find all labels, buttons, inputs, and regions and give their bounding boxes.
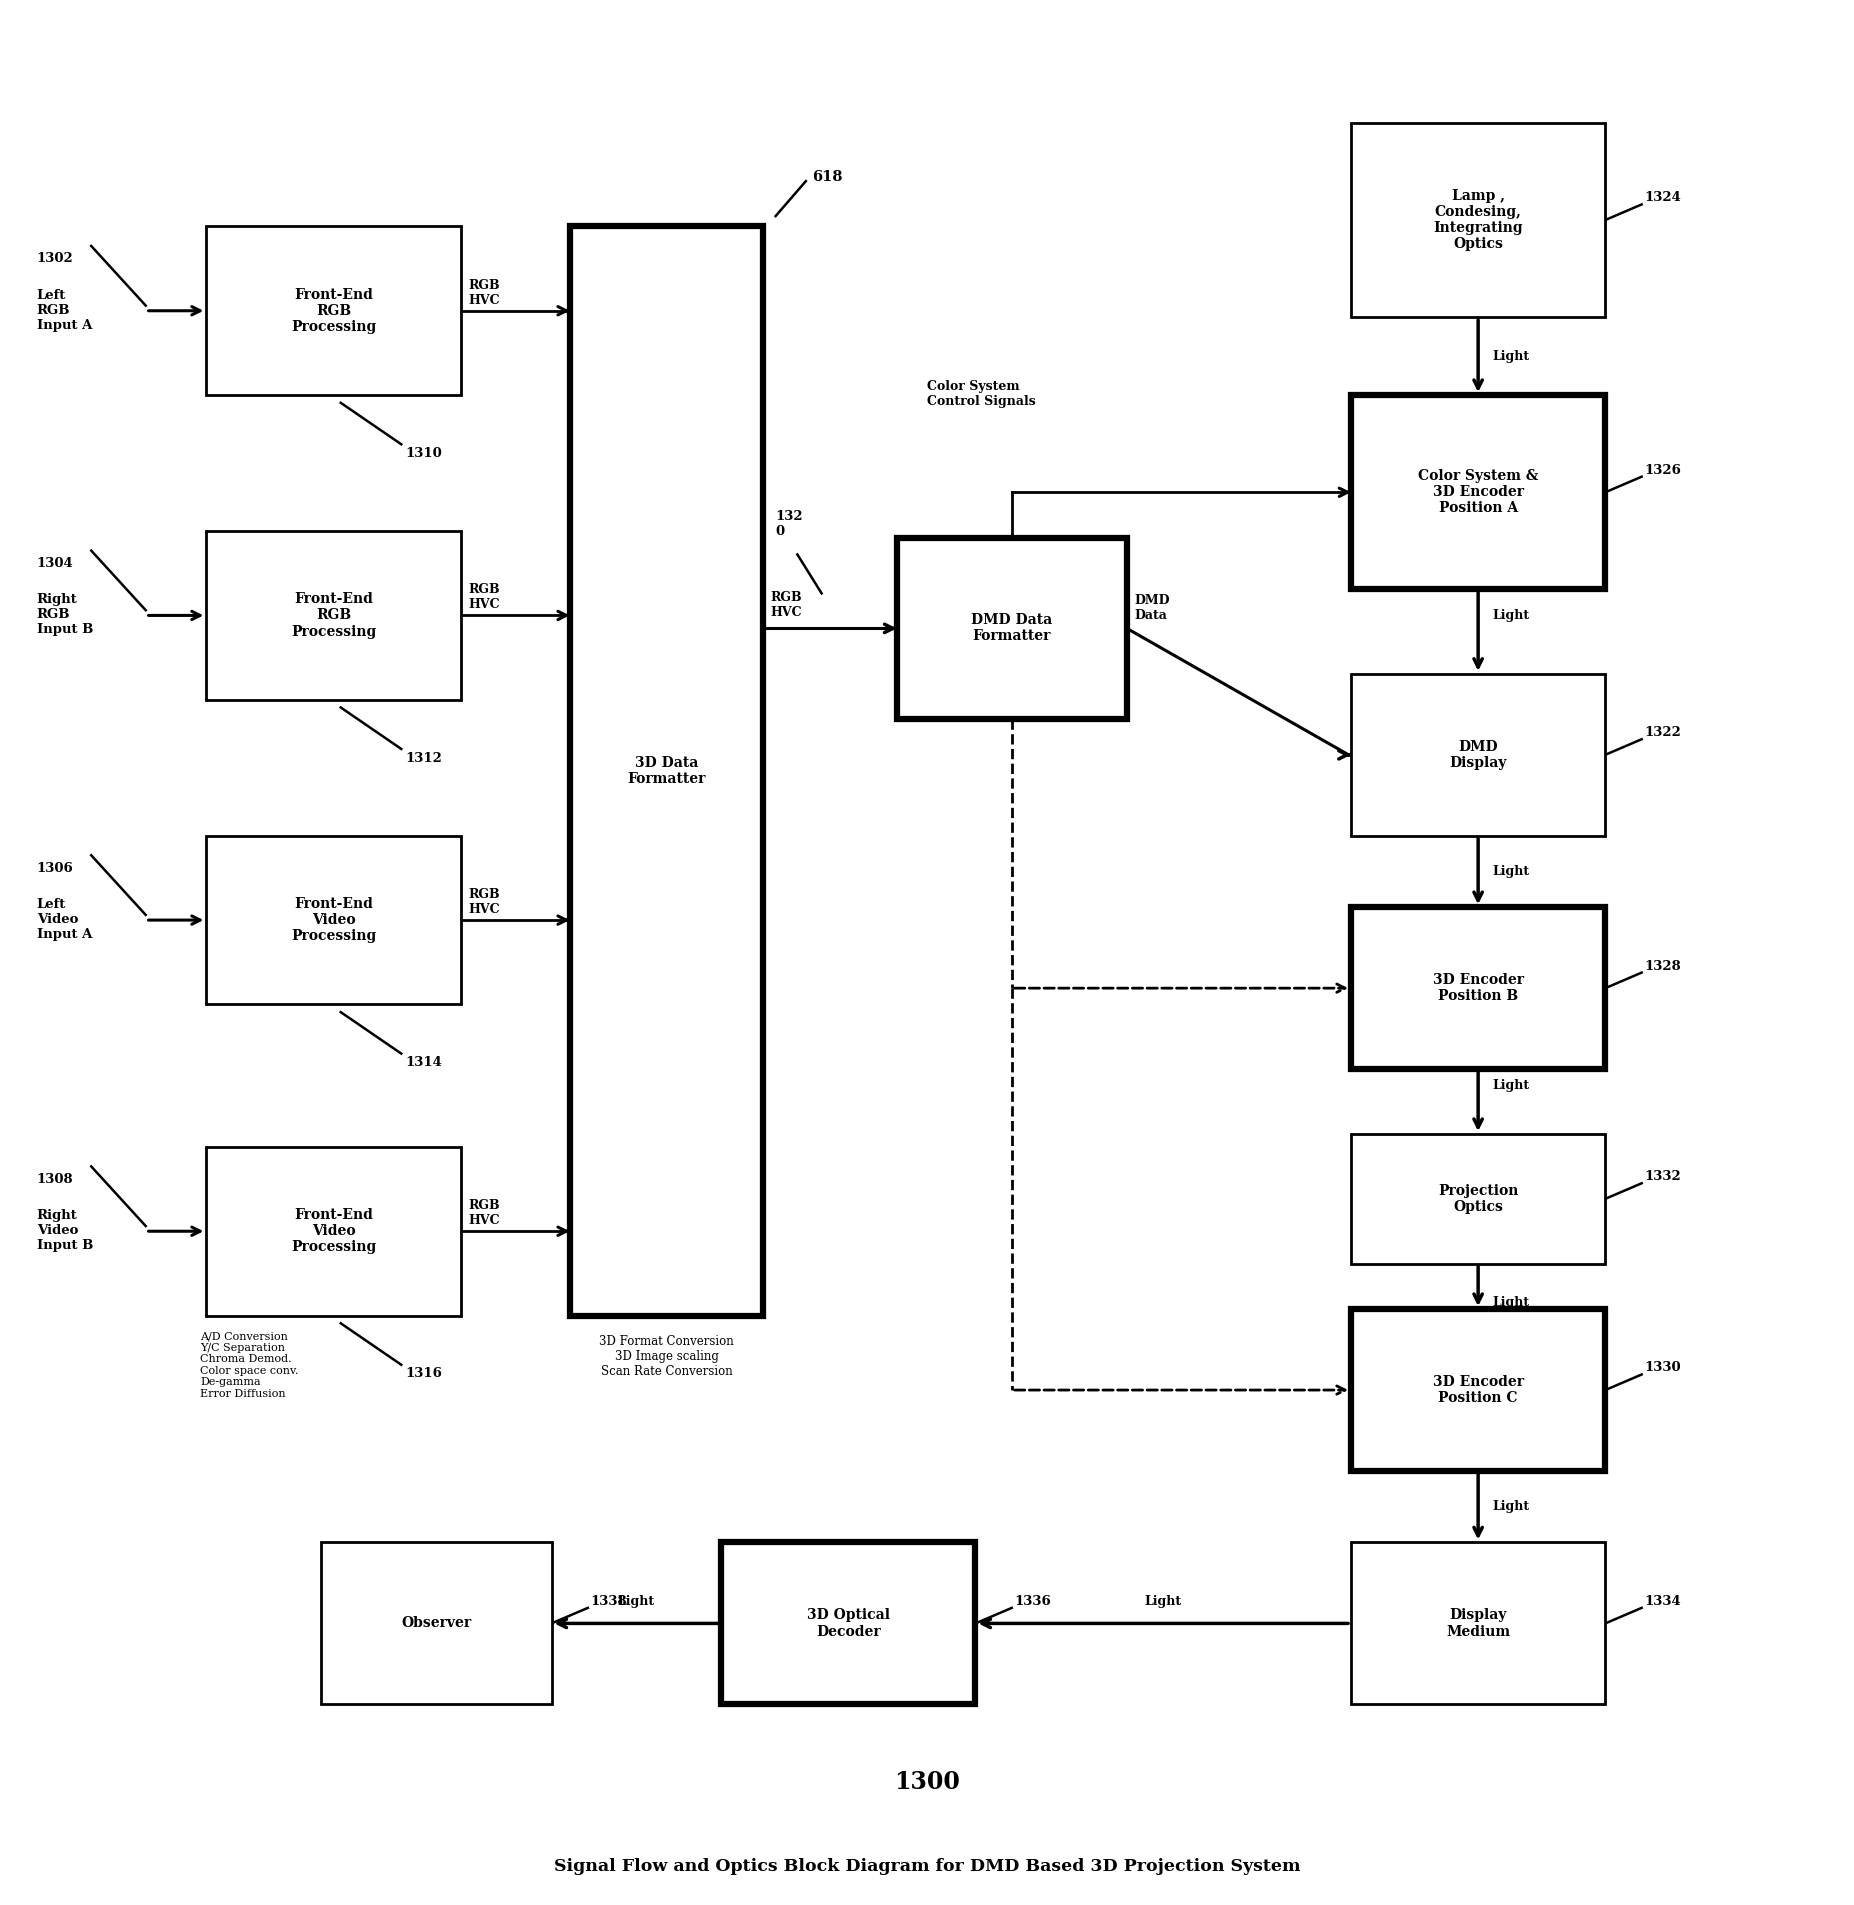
Text: 1324: 1324 (1644, 190, 1682, 204)
Text: Light: Light (1492, 1501, 1530, 1513)
Text: 3D Format Conversion
3D Image scaling
Scan Rate Conversion: 3D Format Conversion 3D Image scaling Sc… (599, 1335, 734, 1377)
Text: Light: Light (1492, 865, 1530, 878)
FancyBboxPatch shape (1352, 907, 1606, 1069)
Text: 1332: 1332 (1644, 1170, 1682, 1183)
Text: 132
0: 132 0 (775, 511, 803, 537)
Text: 1306: 1306 (37, 861, 74, 874)
Text: Front-End
Video
Processing: Front-End Video Processing (291, 897, 376, 943)
Text: Front-End
RGB
Processing: Front-End RGB Processing (291, 592, 376, 638)
FancyBboxPatch shape (1352, 674, 1606, 836)
FancyBboxPatch shape (1352, 1309, 1606, 1471)
Text: Lamp ,
Condesing,
Integrating
Optics: Lamp , Condesing, Integrating Optics (1433, 189, 1522, 251)
FancyBboxPatch shape (1352, 394, 1606, 589)
FancyBboxPatch shape (206, 836, 460, 1004)
Text: 1308: 1308 (37, 1173, 74, 1187)
Text: Right
Video
Input B: Right Video Input B (37, 1210, 93, 1252)
Text: Light: Light (1492, 1295, 1530, 1309)
FancyBboxPatch shape (206, 531, 460, 699)
Text: 1300: 1300 (894, 1770, 960, 1795)
Text: Front-End
RGB
Processing: Front-End RGB Processing (291, 288, 376, 333)
Text: Light: Light (1492, 1078, 1530, 1092)
FancyBboxPatch shape (569, 227, 764, 1316)
Text: Display
Medium: Display Medium (1446, 1608, 1511, 1638)
Text: Right
RGB
Input B: Right RGB Input B (37, 592, 93, 636)
Text: RGB
HVC: RGB HVC (467, 888, 499, 916)
Text: Front-End
Video
Processing: Front-End Video Processing (291, 1208, 376, 1253)
Text: Observer: Observer (400, 1617, 471, 1631)
FancyBboxPatch shape (1352, 122, 1606, 318)
Text: 1304: 1304 (37, 556, 74, 570)
Text: 3D Encoder
Position B: 3D Encoder Position B (1433, 973, 1524, 1004)
Text: 1338: 1338 (590, 1594, 627, 1608)
Text: 1336: 1336 (1014, 1594, 1051, 1608)
Text: 3D Optical
Decoder: 3D Optical Decoder (806, 1608, 890, 1638)
Text: 1326: 1326 (1644, 463, 1682, 476)
Text: Left
Video
Input A: Left Video Input A (37, 897, 93, 941)
FancyBboxPatch shape (721, 1543, 975, 1705)
Text: RGB
HVC: RGB HVC (771, 591, 803, 619)
FancyBboxPatch shape (321, 1543, 551, 1705)
Text: DMD
Display: DMD Display (1450, 739, 1507, 770)
Text: 1302: 1302 (37, 251, 74, 265)
FancyBboxPatch shape (1352, 1543, 1606, 1705)
Text: RGB
HVC: RGB HVC (467, 583, 499, 612)
Text: Projection
Optics: Projection Optics (1439, 1183, 1518, 1213)
Text: 618: 618 (812, 170, 842, 183)
Text: 3D Encoder
Position C: 3D Encoder Position C (1433, 1375, 1524, 1406)
Text: Light: Light (1492, 610, 1530, 621)
FancyBboxPatch shape (206, 1147, 460, 1316)
Text: RGB
HVC: RGB HVC (467, 1198, 499, 1227)
Text: Light: Light (617, 1594, 654, 1608)
Text: DMD Data
Formatter: DMD Data Formatter (971, 613, 1053, 644)
Text: 1330: 1330 (1644, 1362, 1682, 1375)
Text: A/D Conversion
Y/C Separation
Chroma Demod.
Color space conv.
De-gamma
Error Dif: A/D Conversion Y/C Separation Chroma Dem… (200, 1332, 298, 1398)
Text: RGB
HVC: RGB HVC (467, 278, 499, 307)
Text: 1312: 1312 (404, 752, 441, 764)
Text: 1310: 1310 (404, 448, 441, 459)
Text: 1322: 1322 (1644, 726, 1682, 739)
Text: 1314: 1314 (404, 1055, 441, 1069)
Text: Color System &
3D Encoder
Position A: Color System & 3D Encoder Position A (1418, 469, 1539, 516)
Text: 1334: 1334 (1644, 1594, 1682, 1608)
FancyBboxPatch shape (206, 227, 460, 394)
Text: Left
RGB
Input A: Left RGB Input A (37, 290, 93, 331)
Text: DMD
Data: DMD Data (1135, 594, 1170, 621)
FancyBboxPatch shape (897, 537, 1127, 718)
FancyBboxPatch shape (1352, 1133, 1606, 1263)
Text: Light: Light (1492, 351, 1530, 362)
Text: 3D Data
Formatter: 3D Data Formatter (627, 756, 706, 787)
Text: 1316: 1316 (404, 1368, 441, 1381)
Text: 1328: 1328 (1644, 960, 1682, 973)
Text: Signal Flow and Optics Block Diagram for DMD Based 3D Projection System: Signal Flow and Optics Block Diagram for… (554, 1857, 1300, 1875)
Text: Light: Light (1144, 1594, 1181, 1608)
Text: Color System
Control Signals: Color System Control Signals (927, 379, 1036, 408)
